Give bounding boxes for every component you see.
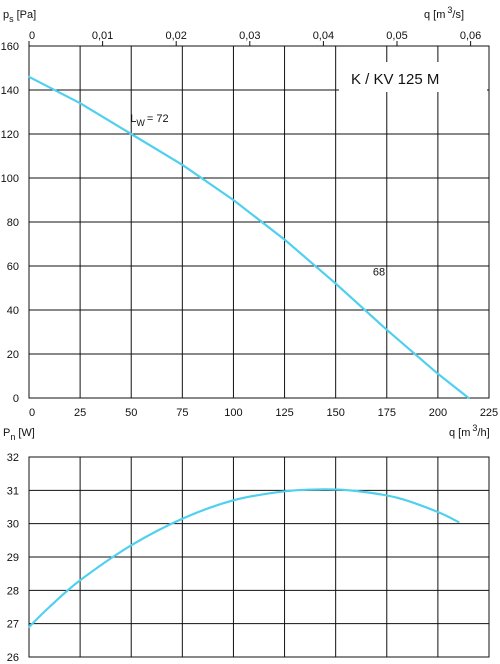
flow-bottom-axis-sup: 3: [472, 423, 477, 433]
flow-bottom-tick-label: 100: [224, 407, 242, 419]
flow-top-tick-label: 0: [29, 30, 35, 42]
flow-bottom-tick-label: 50: [125, 407, 137, 419]
flow-bottom-tick-label: 150: [326, 407, 344, 419]
power-axis-title: Pn [W]: [3, 427, 35, 442]
pressure-axis-symbol: p: [3, 9, 9, 21]
pressure-y-tick-label: 0: [13, 393, 19, 405]
pressure-plot-frame: [28, 45, 490, 399]
pressure-y-tick-label: 80: [7, 217, 19, 229]
flow-bottom-tick-label: 0: [29, 407, 35, 419]
power-y-tick-label: 27: [7, 619, 19, 631]
pressure-y-tick-label: 140: [1, 85, 19, 97]
power-y-tick-label: 28: [7, 585, 19, 597]
flow-bottom-tick-label: 25: [74, 407, 86, 419]
flow-bottom-tick-label: 75: [176, 407, 188, 419]
power-chart: Pn [W] 26 27 28 29 30 31 32: [3, 427, 490, 664]
power-y-tick-label: 30: [7, 519, 19, 531]
power-plot-frame: [28, 456, 490, 658]
pressure-axis-subscript: s: [9, 14, 14, 24]
flow-top-x-ticks: 0 0,01 0,02 0,03 0,04 0,05 0,06: [28, 30, 481, 46]
sound-level-value: = 72: [147, 113, 169, 125]
flow-bottom-axis-title: q [m 3/h]: [449, 423, 490, 439]
flow-top-tick-label: 0,05: [386, 30, 407, 42]
flow-top-tick-label: 0,03: [239, 30, 260, 42]
pressure-y-tick-label: 40: [7, 305, 19, 317]
flow-bottom-tick-label: 125: [275, 407, 293, 419]
sound-level-subscript: W: [136, 118, 145, 128]
flow-top-tick-label: 0,02: [165, 30, 186, 42]
pressure-y-ticks: 0 20 40 60 80 100 120 140 160: [1, 41, 19, 405]
flow-top-tick-label: 0,06: [460, 30, 481, 42]
flow-bottom-x-ticks: 0 25 50 75 100 125 150 175 200 225: [29, 407, 498, 419]
model-label-box: [339, 62, 487, 92]
sound-level-symbol: L: [130, 113, 136, 125]
power-y-ticks: 26 27 28 29 30 31 32: [7, 452, 19, 664]
pressure-curve: [27, 75, 470, 400]
pressure-y-tick-label: 60: [7, 261, 19, 273]
flow-top-tick-label: 0,01: [92, 30, 113, 42]
power-axis-subscript: n: [10, 432, 15, 442]
flow-top-axis-text: q [m: [424, 9, 445, 21]
power-axis-unit: [W]: [18, 427, 35, 439]
flow-bottom-axis-text: q [m: [449, 427, 470, 439]
sound-level-68-annotation: 68: [373, 267, 385, 279]
flow-top-axis-title: q [m 3/s]: [424, 5, 464, 21]
pressure-y-tick-label: 160: [1, 41, 19, 53]
pressure-y-tick-label: 20: [7, 349, 19, 361]
sound-level-annotation: LW = 72: [130, 113, 168, 128]
power-y-tick-label: 31: [7, 485, 19, 497]
power-axis-symbol: P: [3, 427, 10, 439]
pressure-grid: [28, 45, 490, 399]
flow-bottom-tick-label: 175: [378, 407, 396, 419]
power-curve: [27, 488, 460, 629]
pressure-y-tick-label: 120: [1, 129, 19, 141]
flow-top-tick-label: 0,04: [313, 30, 334, 42]
power-y-tick-label: 32: [7, 452, 19, 464]
power-y-tick-label: 26: [7, 652, 19, 664]
power-y-tick-label: 29: [7, 552, 19, 564]
pressure-y-tick-label: 100: [1, 173, 19, 185]
pressure-axis-unit: [Pa]: [17, 9, 37, 21]
flow-bottom-axis-tail: /h]: [477, 427, 489, 439]
model-label: K / KV 125 M: [351, 71, 439, 88]
flow-top-axis-sup: 3: [447, 5, 452, 15]
flow-top-axis-tail: /s]: [452, 9, 464, 21]
power-grid: [28, 456, 490, 658]
flow-bottom-tick-label: 225: [480, 407, 498, 419]
pressure-axis-title: ps [Pa]: [3, 9, 36, 24]
flow-bottom-tick-label: 200: [429, 407, 447, 419]
